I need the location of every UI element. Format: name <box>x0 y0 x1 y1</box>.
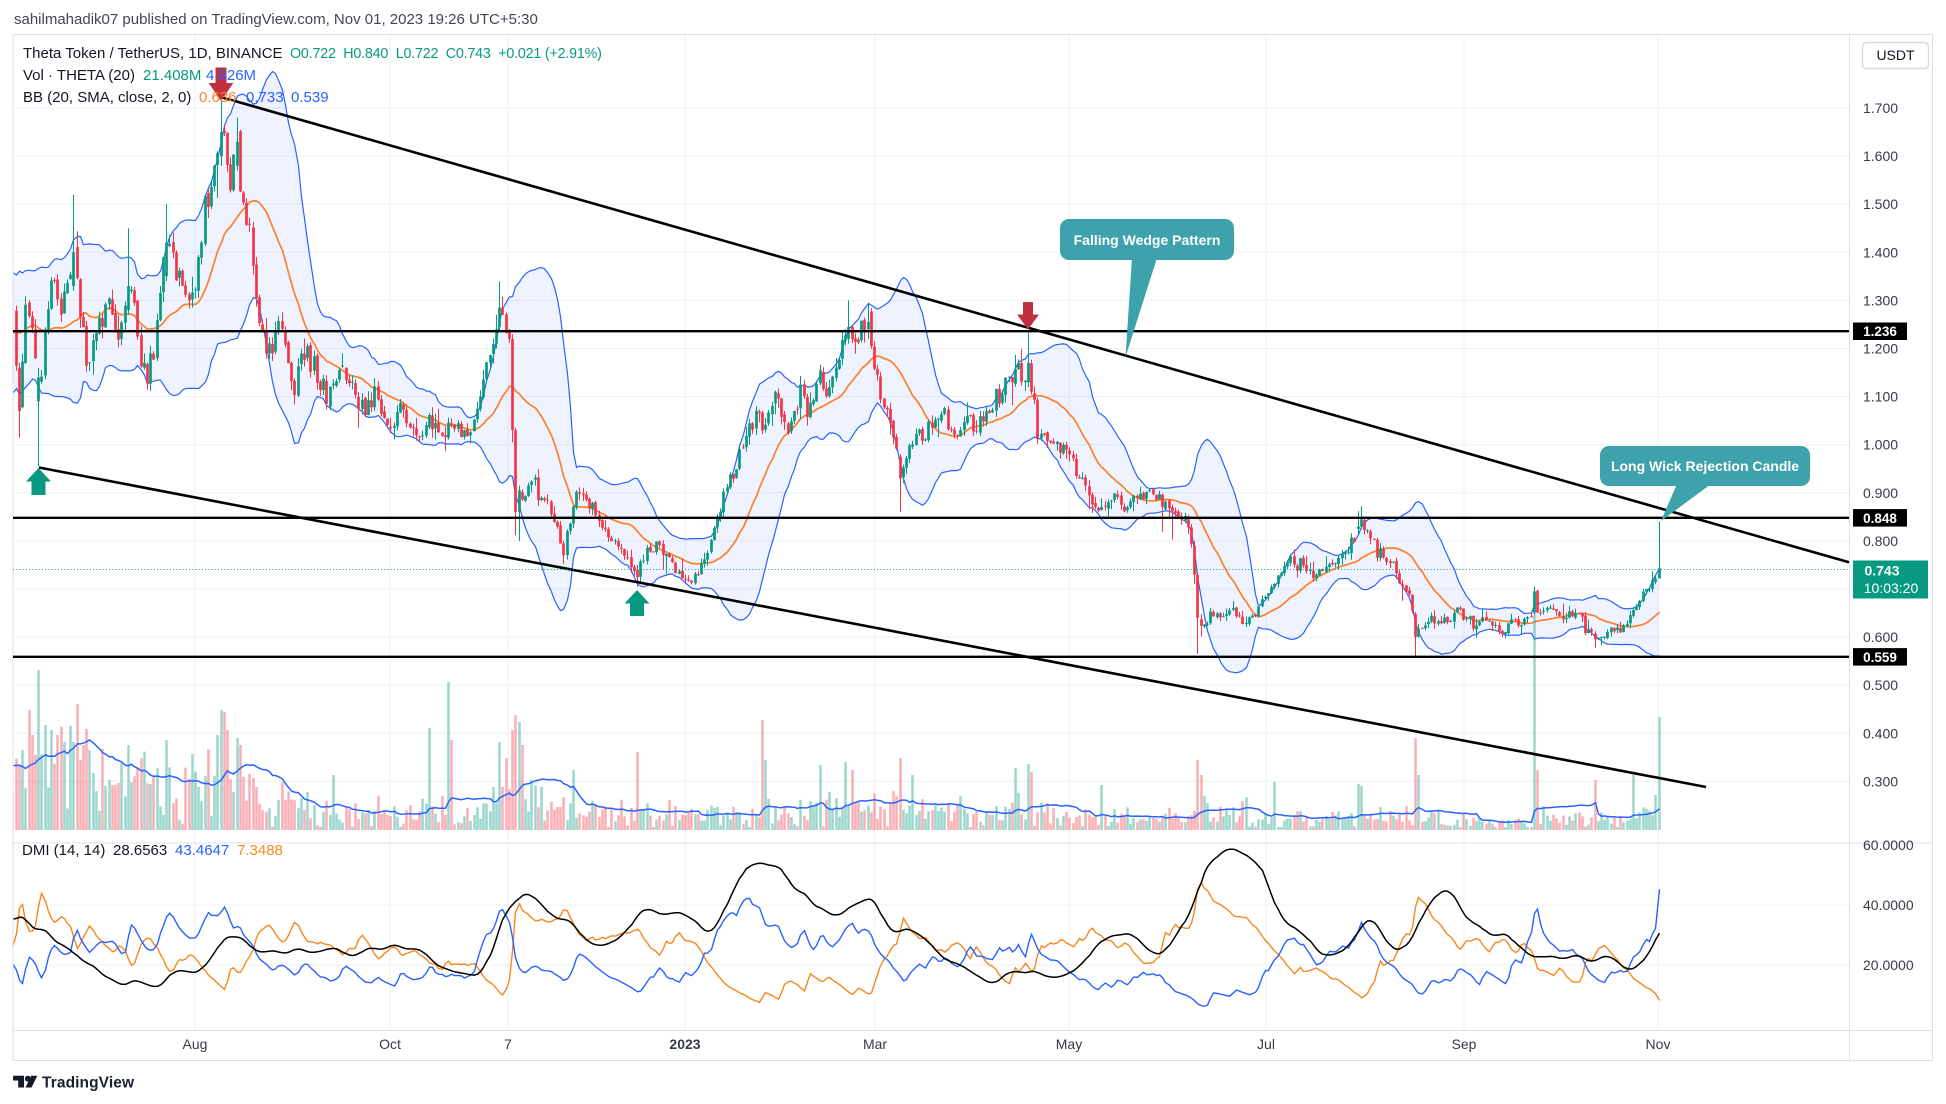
svg-text:sahilmahadik07 published on Tr: sahilmahadik07 published on TradingView.… <box>14 11 538 28</box>
svg-text:Sep: Sep <box>1452 1036 1477 1052</box>
svg-text:BB (20, SMA, close, 2, 0): BB (20, SMA, close, 2, 0) <box>23 89 191 106</box>
svg-text:1.236: 1.236 <box>1863 324 1897 339</box>
svg-text:USDT: USDT <box>1876 47 1915 63</box>
svg-text:TradingView: TradingView <box>42 1075 135 1092</box>
svg-text:1.700: 1.700 <box>1863 100 1898 116</box>
svg-text:43.4647: 43.4647 <box>175 842 229 859</box>
svg-text:7: 7 <box>504 1036 512 1052</box>
svg-text:7.3488: 7.3488 <box>237 842 283 859</box>
svg-text:DMI (14, 14): DMI (14, 14) <box>22 842 105 859</box>
svg-text:0.848: 0.848 <box>1863 511 1897 526</box>
svg-text:4.926M: 4.926M <box>206 67 256 84</box>
svg-text:1.600: 1.600 <box>1863 148 1898 164</box>
svg-text:Theta Token / TetherUS, 1D, BI: Theta Token / TetherUS, 1D, BINANCE <box>23 45 283 62</box>
svg-text:1.200: 1.200 <box>1863 341 1898 357</box>
svg-text:Oct: Oct <box>379 1036 401 1052</box>
svg-text:20.0000: 20.0000 <box>1863 957 1914 973</box>
svg-text:0.400: 0.400 <box>1863 725 1898 741</box>
svg-text:0.900: 0.900 <box>1863 485 1898 501</box>
svg-text:0.300: 0.300 <box>1863 773 1898 789</box>
svg-text:21.408M: 21.408M <box>143 67 201 84</box>
svg-text:Jul: Jul <box>1257 1036 1275 1052</box>
svg-text:Mar: Mar <box>863 1036 887 1052</box>
svg-text:0.800: 0.800 <box>1863 533 1898 549</box>
svg-text:60.0000: 60.0000 <box>1863 837 1914 853</box>
svg-text:40.0000: 40.0000 <box>1863 897 1914 913</box>
svg-text:Falling Wedge Pattern: Falling Wedge Pattern <box>1074 232 1221 248</box>
svg-text:1.400: 1.400 <box>1863 244 1898 260</box>
svg-text:0.559: 0.559 <box>1863 650 1897 665</box>
svg-text:Long Wick Rejection Candle: Long Wick Rejection Candle <box>1611 458 1799 474</box>
svg-text:0.733: 0.733 <box>246 89 284 106</box>
svg-text:10:03:20: 10:03:20 <box>1864 580 1919 596</box>
svg-text:0.743: 0.743 <box>1864 563 1899 579</box>
svg-text:May: May <box>1056 1036 1082 1052</box>
svg-text:1.100: 1.100 <box>1863 389 1898 405</box>
svg-text:2023: 2023 <box>669 1036 700 1052</box>
svg-text:Nov: Nov <box>1646 1036 1671 1052</box>
svg-text:0.636: 0.636 <box>199 89 237 106</box>
svg-text:0.539: 0.539 <box>291 89 329 106</box>
svg-text:0.600: 0.600 <box>1863 629 1898 645</box>
svg-text:28.6563: 28.6563 <box>113 842 167 859</box>
svg-text:Aug: Aug <box>183 1036 208 1052</box>
svg-text:1.300: 1.300 <box>1863 292 1898 308</box>
svg-text:O0.722 H0.840 L0.722 C0.743: O0.722 H0.840 L0.722 C0.743 +0.021 (+2.9… <box>290 46 602 62</box>
svg-text:1.500: 1.500 <box>1863 196 1898 212</box>
svg-text:0.500: 0.500 <box>1863 677 1898 693</box>
svg-text:1.000: 1.000 <box>1863 437 1898 453</box>
svg-text:Vol · THETA (20): Vol · THETA (20) <box>23 67 135 84</box>
